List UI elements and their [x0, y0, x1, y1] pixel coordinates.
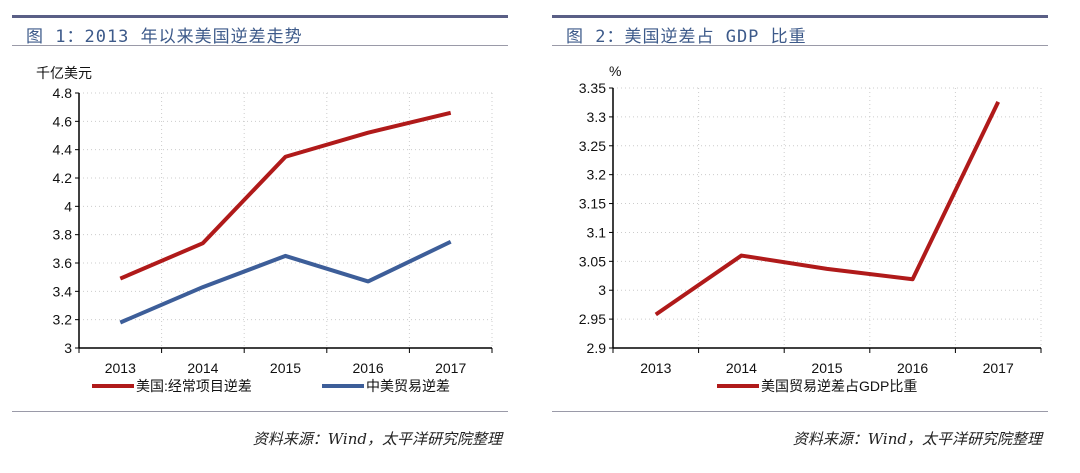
y-tick-label: 3.6: [53, 255, 73, 271]
y-tick-label: 2.95: [579, 311, 606, 327]
title-bar-divider: [552, 15, 1048, 18]
chart-title: 图 1：2013 年以来美国逆差走势: [26, 27, 303, 47]
chart-2-svg: % 2.9 2.95 3 3.05 3.1 3.15 3.2 3.25 3.3 3.35 2013 20…: [579, 63, 1042, 394]
footer-divider: [12, 411, 508, 412]
y-axis-unit: 千亿美元: [36, 65, 92, 81]
y-tick-label: 4.2: [53, 170, 73, 186]
x-tick-label: 2013: [105, 360, 136, 376]
x-tick-label: 2016: [897, 360, 928, 376]
x-tick-label: 2017: [983, 360, 1014, 376]
y-tick-label: 3.8: [53, 227, 73, 243]
x-tick-label: 2014: [187, 360, 218, 376]
y-tick-label: 3: [598, 282, 606, 298]
y-tick-label: 3.1: [587, 224, 607, 240]
y-tick-label: 4.6: [53, 113, 73, 129]
y-tick-label: 2.9: [587, 340, 607, 356]
footer-divider: [552, 411, 1048, 412]
y-tick-label: 3.4: [53, 283, 73, 299]
y-tick-label: 4.8: [53, 85, 73, 101]
x-tick-label: 2015: [270, 360, 301, 376]
chart-panel-1: 图 1：2013 年以来美国逆差走势 千亿美元 3 3.2 3.4 3.6 3.8 4 4.2…: [12, 0, 508, 473]
y-tick-label: 3.25: [579, 138, 606, 154]
series-line-1: [119, 239, 452, 325]
chart-panel-2: 图 2：美国逆差占 GDP 比重 % 2.9 2.95 3 3.05 3.1 3.15 3.2…: [552, 0, 1048, 473]
y-tick-label: 3.2: [587, 167, 607, 183]
x-tick-label: 2017: [435, 360, 466, 376]
chart-1-svg: 千亿美元 3 3.2 3.4 3.6 3.8 4 4.2 4.4 4.6 4.8 2013 2014 20…: [36, 65, 493, 394]
title-bar-divider: [12, 15, 508, 18]
legend-label: 中美贸易逆差: [366, 378, 450, 394]
y-tick-label: 3.05: [579, 253, 606, 269]
legend-label: 美国:经常项目逆差: [136, 378, 252, 394]
y-tick-label: 3.3: [587, 109, 607, 125]
y-tick-label: 3: [64, 340, 72, 356]
y-tick-label: 3.2: [53, 312, 73, 328]
y-tick-label: 3.35: [579, 80, 606, 96]
x-tick-label: 2013: [640, 360, 671, 376]
y-tick-label: 3.15: [579, 196, 606, 212]
title-divider: [552, 45, 1048, 46]
x-tick-label: 2014: [726, 360, 757, 376]
source-note: 资料来源：Wind，太平洋研究院整理: [252, 430, 502, 448]
legend-label: 美国贸易逆差占GDP比重: [761, 378, 917, 394]
y-tick-label: 4.4: [53, 142, 73, 158]
x-tick-label: 2015: [811, 360, 842, 376]
source-note: 资料来源：Wind，太平洋研究院整理: [792, 430, 1042, 448]
y-axis-unit: %: [609, 63, 621, 79]
y-tick-label: 4: [64, 198, 72, 214]
series-line-0: [654, 100, 1001, 317]
x-tick-label: 2016: [353, 360, 384, 376]
title-divider: [12, 45, 508, 46]
series-line-0: [119, 110, 452, 281]
chart-title: 图 2：美国逆差占 GDP 比重: [566, 27, 807, 47]
